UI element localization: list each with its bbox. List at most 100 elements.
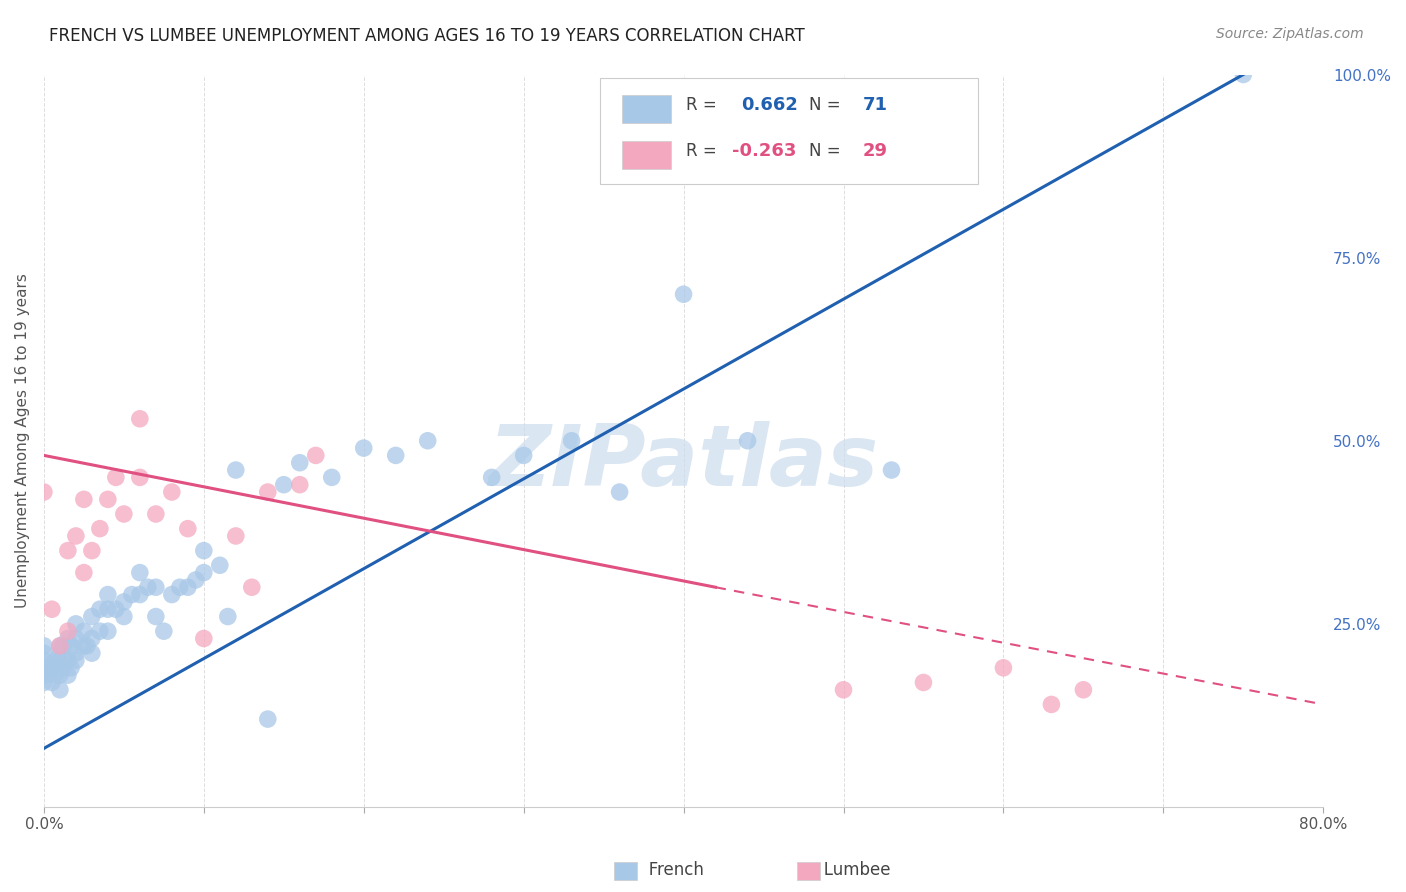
Text: ZIPatlas: ZIPatlas (488, 421, 879, 504)
Point (993, 661, 1015, 675)
Point (32, 646, 55, 660)
Point (97, 588, 120, 602)
Y-axis label: Unemployment Among Ages 16 to 19 years: Unemployment Among Ages 16 to 19 years (15, 273, 30, 608)
Point (60, 639, 83, 653)
Point (912, 675, 935, 690)
Point (240, 580, 263, 594)
Point (1040, 698, 1063, 712)
Point (44, 653, 66, 667)
Point (145, 609, 167, 624)
Point (177, 580, 200, 594)
Point (225, 463, 247, 477)
Text: Lumbee: Lumbee (808, 861, 891, 879)
Text: 29: 29 (863, 143, 887, 161)
Point (32, 675, 55, 690)
Point (65, 653, 87, 667)
Text: Source: ZipAtlas.com: Source: ZipAtlas.com (1216, 27, 1364, 41)
Text: 0.662: 0.662 (741, 96, 799, 114)
Point (288, 456, 311, 470)
Point (65, 632, 87, 646)
Point (145, 507, 167, 521)
Point (128, 470, 150, 484)
Point (104, 602, 127, 616)
Text: N =: N = (808, 143, 846, 161)
Point (73, 566, 96, 580)
Point (49, 668, 72, 682)
Point (32, 653, 55, 667)
Point (136, 580, 159, 594)
Point (89, 602, 111, 616)
Point (128, 411, 150, 425)
Point (49, 639, 72, 653)
FancyBboxPatch shape (623, 95, 671, 123)
Point (416, 434, 439, 448)
Text: R =: R = (686, 96, 723, 114)
Point (1073, 682, 1095, 697)
Point (32, 661, 55, 675)
Point (65, 529, 87, 543)
Point (609, 485, 631, 500)
Point (160, 588, 183, 602)
Point (41, 602, 63, 616)
Point (193, 543, 215, 558)
Point (145, 580, 167, 594)
Point (169, 580, 191, 594)
Point (321, 470, 343, 484)
Point (80, 543, 103, 558)
Point (89, 624, 111, 639)
Point (49, 639, 72, 653)
Point (737, 434, 759, 448)
Point (97, 492, 120, 507)
Point (49, 646, 72, 660)
Point (97, 624, 120, 639)
Point (305, 449, 328, 463)
Point (73, 639, 96, 653)
Point (60, 661, 83, 675)
Point (208, 558, 231, 573)
Point (56, 543, 79, 558)
Point (128, 588, 150, 602)
Point (52, 639, 75, 653)
Point (76, 639, 98, 653)
Point (41, 675, 63, 690)
Point (32, 668, 55, 682)
Point (160, 485, 183, 500)
Point (56, 632, 79, 646)
FancyBboxPatch shape (600, 78, 977, 185)
FancyBboxPatch shape (623, 141, 671, 169)
Point (256, 485, 278, 500)
Point (512, 449, 534, 463)
Point (1232, 68, 1254, 82)
Point (481, 470, 503, 484)
Point (89, 522, 111, 536)
Point (32, 639, 55, 653)
Point (49, 653, 72, 667)
Point (112, 595, 135, 609)
Text: -0.263: -0.263 (733, 143, 797, 161)
Text: N =: N = (808, 96, 846, 114)
Point (104, 470, 127, 484)
Text: 71: 71 (863, 96, 887, 114)
Point (184, 573, 207, 587)
Point (217, 609, 239, 624)
Point (225, 529, 247, 543)
Point (73, 492, 96, 507)
Point (273, 477, 295, 491)
Point (80, 609, 103, 624)
Point (153, 624, 176, 639)
Point (73, 624, 96, 639)
Point (52, 661, 75, 675)
Point (832, 682, 855, 697)
Point (44, 668, 66, 682)
Point (41, 661, 63, 675)
Point (49, 682, 72, 697)
Point (112, 609, 135, 624)
Text: FRENCH VS LUMBEE UNEMPLOYMENT AMONG AGES 16 TO 19 YEARS CORRELATION CHART: FRENCH VS LUMBEE UNEMPLOYMENT AMONG AGES… (49, 27, 806, 45)
Text: R =: R = (686, 143, 723, 161)
Point (32, 485, 55, 500)
Point (880, 463, 903, 477)
Point (80, 646, 103, 660)
Point (112, 507, 135, 521)
Point (256, 712, 278, 726)
Point (384, 449, 406, 463)
